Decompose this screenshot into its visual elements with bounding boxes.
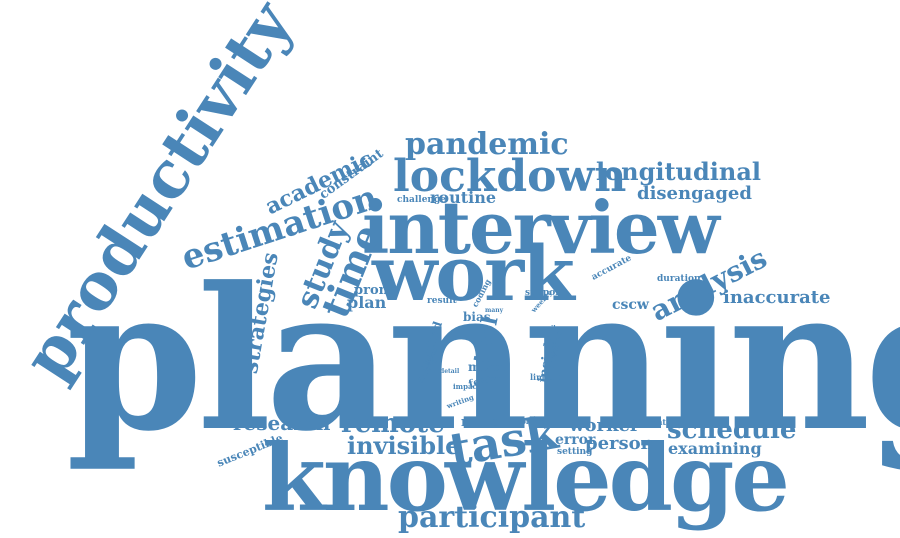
word-participant: participant <box>398 500 586 535</box>
word-remote: remote <box>341 409 445 439</box>
word-routine: routine <box>430 188 497 207</box>
word-longitudinal: longitudinal <box>596 157 762 186</box>
word-many: many <box>485 307 504 314</box>
word-planning: planning <box>66 245 900 475</box>
word-invisible: invisible <box>347 431 461 460</box>
word-work: work <box>372 229 575 318</box>
word-inaccurate: inaccurate <box>723 287 831 308</box>
word-knowledge: knowledge <box>262 424 790 532</box>
word-mixed: mixed <box>468 360 509 374</box>
word-detail: detail <box>440 368 460 375</box>
word-support: support <box>525 288 565 298</box>
word-challenge: challenge <box>397 195 446 205</box>
word-more: more <box>461 415 499 430</box>
word-common: common <box>517 417 551 426</box>
word-prone: prone <box>354 283 397 298</box>
word-worker: worker <box>569 415 640 436</box>
word-interview: interview <box>362 185 720 270</box>
word-research: research <box>233 411 331 435</box>
word-duration: duration <box>657 274 701 284</box>
word-cscw: cscw <box>612 297 649 313</box>
word-setting: setting <box>557 447 593 457</box>
word-schedule: schedule <box>667 415 797 445</box>
word-plan: plan <box>347 293 387 312</box>
word-disengaged: disengaged <box>637 183 752 204</box>
word-pandemic: pandemic <box>405 127 569 162</box>
word-person: person <box>585 433 654 454</box>
word-examining: examining <box>668 439 762 458</box>
word-different: different <box>627 417 667 427</box>
word-result: result <box>427 296 457 306</box>
word-email: email <box>537 325 556 332</box>
word-impact: impact <box>453 382 480 391</box>
word-lockdown: lockdown <box>393 151 627 202</box>
word-error: error <box>555 432 596 448</box>
word-bias: bias <box>463 310 491 324</box>
word-limited: limited <box>530 372 562 382</box>
